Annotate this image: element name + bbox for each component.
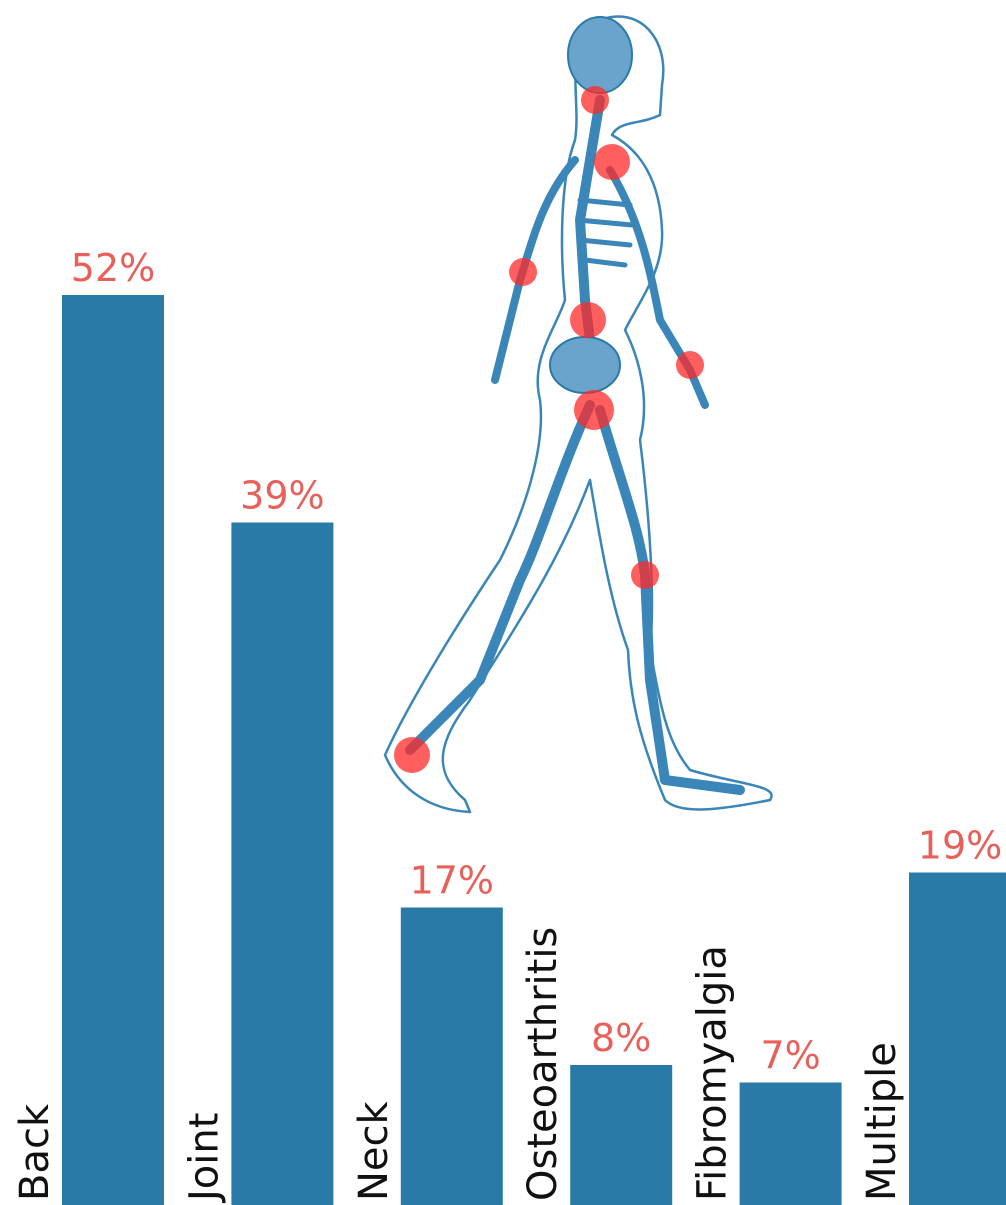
- bar: [570, 1065, 673, 1205]
- value-label: 8%: [591, 1016, 651, 1060]
- category-label: Back: [12, 1103, 58, 1201]
- pelvis: [549, 336, 621, 394]
- skeleton-illustration: [383, 15, 773, 814]
- arm: [606, 166, 709, 409]
- leg: [405, 400, 595, 755]
- pain-point: [676, 351, 704, 379]
- pain-point: [594, 144, 630, 180]
- category-label: Multiple: [859, 1042, 905, 1201]
- value-label: 39%: [240, 474, 324, 518]
- category-label: Fibromyalgia: [690, 945, 736, 1201]
- pain-points: [394, 86, 704, 773]
- bar: [739, 1082, 842, 1205]
- category-label: Osteoarthritis: [520, 927, 566, 1201]
- pain-point: [570, 302, 606, 338]
- pain-point: [394, 737, 430, 773]
- body-outline: [383, 15, 773, 814]
- ribs: [575, 197, 635, 268]
- pain-point: [631, 561, 659, 589]
- value-label: 17%: [410, 859, 494, 903]
- category-label: Joint: [181, 1113, 227, 1204]
- value-label: 52%: [71, 246, 155, 290]
- pain-point: [581, 86, 609, 114]
- bar: [400, 907, 503, 1205]
- pain-point: [509, 258, 537, 286]
- category-label: Neck: [351, 1100, 397, 1201]
- bar: [231, 522, 334, 1205]
- value-label: 7%: [760, 1034, 820, 1078]
- bar: [909, 872, 1006, 1205]
- value-label: 19%: [918, 824, 1002, 868]
- bar: [62, 295, 164, 1205]
- pain-point: [574, 390, 614, 430]
- skull: [567, 16, 633, 94]
